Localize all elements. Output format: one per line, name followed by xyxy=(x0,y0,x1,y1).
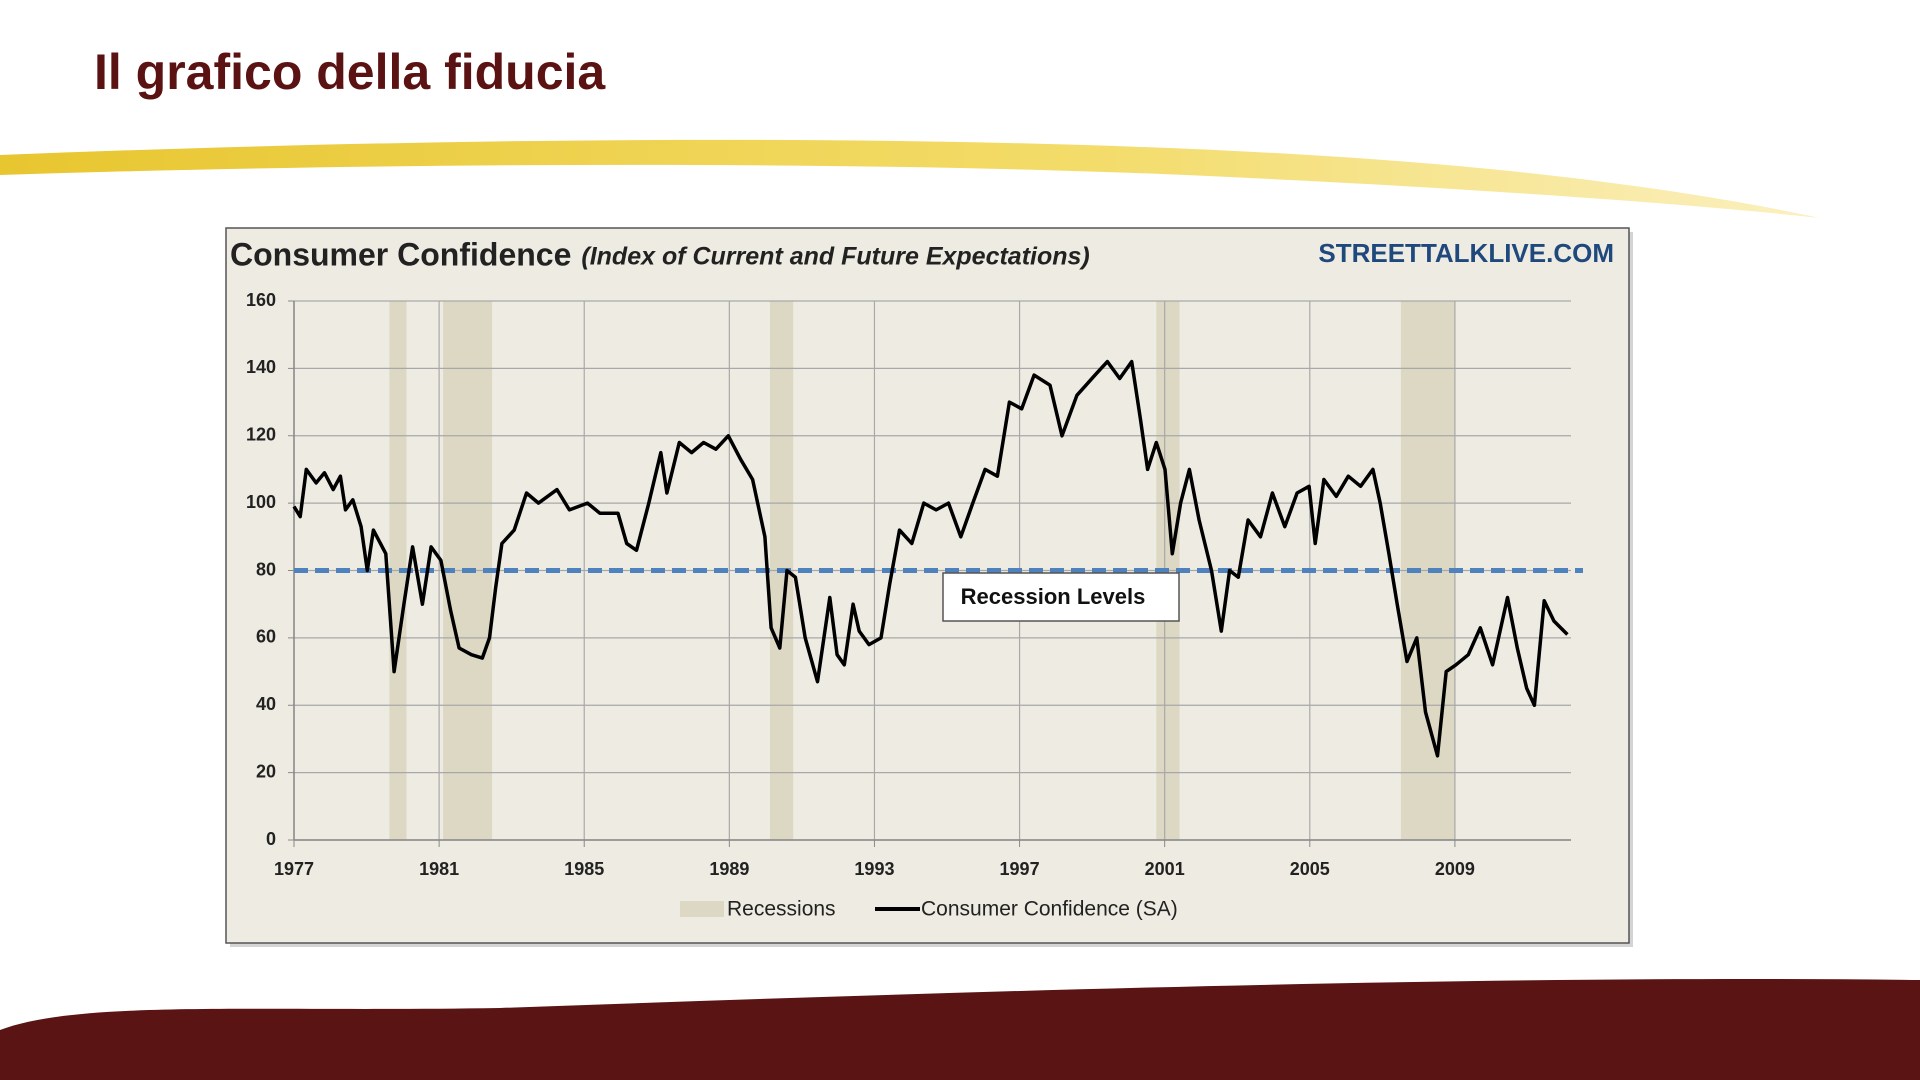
chart-title: Consumer Confidence xyxy=(230,236,571,272)
chart-source: STREETTALKLIVE.COM xyxy=(1318,238,1614,268)
y-tick-label: 80 xyxy=(256,559,276,579)
x-tick-label: 2009 xyxy=(1435,859,1475,879)
x-tick-label: 1993 xyxy=(854,859,894,879)
chart-subtitle: (Index of Current and Future Expectation… xyxy=(581,243,1089,271)
legend-swatch xyxy=(680,901,724,917)
x-tick-label: 1997 xyxy=(1000,859,1040,879)
y-tick-label: 0 xyxy=(266,829,276,849)
chart: Consumer Confidence (Index of Current and… xyxy=(230,236,1614,920)
annotation-label: Recession Levels xyxy=(961,584,1146,609)
y-tick-label: 60 xyxy=(256,627,276,647)
swoosh xyxy=(0,139,1820,218)
x-tick-label: 1977 xyxy=(274,859,314,879)
y-tick-label: 140 xyxy=(246,357,276,377)
x-tick-label: 2005 xyxy=(1290,859,1330,879)
annotation-box xyxy=(942,572,1180,622)
legend-label: Consumer Confidence (SA) xyxy=(921,898,1178,921)
y-tick-label: 20 xyxy=(256,761,276,781)
y-tick-label: 120 xyxy=(246,425,276,445)
slide-title: Il grafico della fiducia xyxy=(94,44,606,100)
x-tick-label: 1981 xyxy=(419,859,459,879)
x-tick-label: 2001 xyxy=(1145,859,1185,879)
y-tick-label: 100 xyxy=(246,492,276,512)
y-tick-label: 40 xyxy=(256,694,276,714)
data-line xyxy=(292,359,1569,758)
legend-label: Recessions xyxy=(727,898,836,921)
y-tick-label: 160 xyxy=(246,290,276,310)
bottom-band xyxy=(0,979,1920,1080)
x-tick-label: 1989 xyxy=(709,859,749,879)
x-tick-label: 1985 xyxy=(564,859,604,879)
